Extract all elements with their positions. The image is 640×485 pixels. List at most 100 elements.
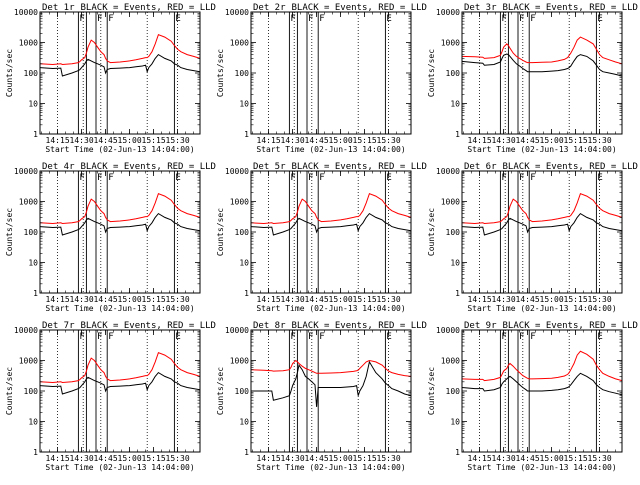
flag-label: F — [530, 14, 535, 24]
x-tick-label: 15:15 — [142, 295, 166, 304]
panel-title: Det 7r BLACK = Events, RED = LLD — [42, 321, 216, 331]
y-tick-label: 10 — [450, 418, 460, 427]
y-tick-label: 10 — [239, 259, 249, 268]
x-tick-label: 15:00 — [540, 136, 564, 145]
x-tick-label: 15:00 — [540, 454, 564, 463]
x-tick-label: 15:00 — [540, 295, 564, 304]
plot-frame — [461, 11, 623, 135]
flag-label: E — [386, 173, 391, 183]
events-series-line — [39, 53, 201, 77]
y-tick-label: 10000 — [436, 8, 460, 17]
x-tick-label: 15:30 — [166, 454, 190, 463]
panel-title: Det 4r BLACK = Events, RED = LLD — [42, 162, 216, 172]
events-series-line — [39, 371, 201, 395]
legend-label: BLACK = Events, RED = LLD — [81, 321, 216, 331]
flag-label: F — [530, 332, 535, 342]
y-tick-label: 100 — [235, 69, 250, 78]
legend-label: BLACK = Events, RED = LLD — [503, 162, 638, 172]
y-tick-label: 100 — [446, 387, 461, 396]
x-tick-label: 15:15 — [142, 454, 166, 463]
y-tick-label: 10000 — [436, 326, 460, 335]
legend-label: BLACK = Events, RED = LLD — [292, 3, 427, 13]
panel-title: Det 2r BLACK = Events, RED = LLD — [253, 3, 427, 13]
events-series-line — [461, 372, 623, 396]
legend-label: BLACK = Events, RED = LLD — [292, 321, 427, 331]
y-axis-title: Counts/sec — [5, 49, 14, 97]
flag-label: F — [108, 332, 113, 342]
y-axis-title: Counts/sec — [5, 208, 14, 256]
legend-label: BLACK = Events, RED = LLD — [81, 162, 216, 172]
x-tick-label: 15:15 — [564, 454, 588, 463]
x-tick-label: 15:15 — [353, 295, 377, 304]
y-tick-label: 1000 — [230, 198, 249, 207]
y-axis-title: Counts/sec — [216, 367, 225, 415]
plot-frame — [250, 11, 412, 135]
y-axis-title: Counts/sec — [427, 367, 436, 415]
plot-frame — [250, 329, 412, 453]
x-tick-label: 14:45 — [516, 454, 540, 463]
flag-label: F — [79, 14, 84, 24]
flag-label: F — [97, 173, 102, 183]
detector-label: Det 3r — [464, 3, 497, 13]
x-tick-label: 14:15 — [257, 295, 281, 304]
y-axis-title: Counts/sec — [427, 49, 436, 97]
flag-label: F — [501, 14, 506, 24]
x-tick-label: 15:00 — [329, 454, 353, 463]
y-tick-label: 1000 — [19, 39, 38, 48]
y-tick-label: 1000 — [441, 39, 460, 48]
panel-title: Det 8r BLACK = Events, RED = LLD — [253, 321, 427, 331]
x-tick-label: 14:30 — [281, 454, 305, 463]
y-tick-label: 10000 — [225, 8, 249, 17]
flag-label: F — [501, 332, 506, 342]
flag-label: E — [597, 332, 602, 342]
y-tick-label: 1 — [455, 448, 460, 457]
x-tick-label: 14:45 — [94, 295, 118, 304]
panel-title: Det 9r BLACK = Events, RED = LLD — [464, 321, 638, 331]
x-axis-title: Start Time (02-Jun-13 14:04:00) — [45, 463, 194, 472]
x-axis-title: Start Time (02-Jun-13 14:04:00) — [467, 463, 616, 472]
y-tick-label: 10000 — [14, 326, 38, 335]
y-tick-label: 1 — [244, 289, 249, 298]
y-tick-label: 100 — [24, 69, 39, 78]
flag-label: F — [519, 14, 524, 24]
x-tick-label: 15:15 — [353, 454, 377, 463]
detector-label: Det 1r — [42, 3, 75, 13]
y-tick-label: 1000 — [19, 357, 38, 366]
y-tick-label: 10000 — [225, 326, 249, 335]
detector-label: Det 2r — [253, 3, 286, 13]
y-axis-title: Counts/sec — [5, 367, 14, 415]
x-tick-label: 15:00 — [118, 295, 142, 304]
x-tick-label: 14:15 — [468, 295, 492, 304]
y-tick-label: 1 — [455, 289, 460, 298]
detector-label: Det 7r — [42, 321, 75, 331]
x-tick-label: 15:15 — [142, 136, 166, 145]
y-tick-label: 10 — [28, 418, 38, 427]
lld-series-line — [39, 352, 201, 384]
lld-series-line — [39, 34, 201, 66]
detector-label: Det 8r — [253, 321, 286, 331]
flag-label: F — [79, 173, 84, 183]
legend-label: BLACK = Events, RED = LLD — [503, 321, 638, 331]
y-tick-label: 1000 — [230, 39, 249, 48]
y-tick-label: 1000 — [230, 357, 249, 366]
flag-label: E — [386, 332, 391, 342]
y-tick-label: 10000 — [225, 167, 249, 176]
x-tick-label: 14:30 — [70, 454, 94, 463]
x-tick-label: 14:15 — [468, 136, 492, 145]
y-tick-label: 100 — [24, 228, 39, 237]
x-tick-label: 14:45 — [305, 295, 329, 304]
events-series-line — [251, 360, 412, 407]
x-axis-title: Start Time (02-Jun-13 14:04:00) — [256, 145, 405, 154]
y-tick-label: 10 — [28, 100, 38, 109]
y-axis-title: Counts/sec — [427, 208, 436, 256]
y-axis-title: Counts/sec — [216, 49, 225, 97]
flag-label: F — [97, 332, 102, 342]
flag-label: F — [319, 332, 324, 342]
x-axis-title: Start Time (02-Jun-13 14:04:00) — [467, 304, 616, 313]
